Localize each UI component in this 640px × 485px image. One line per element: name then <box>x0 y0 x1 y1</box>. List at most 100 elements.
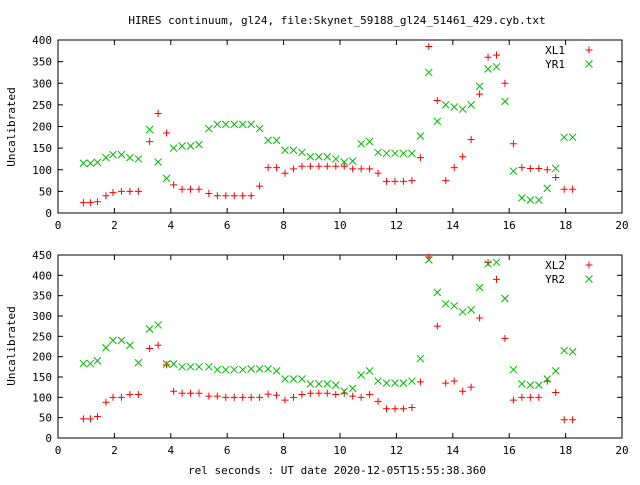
data-point-XL2 <box>416 378 424 386</box>
y-tick-label: 100 <box>32 391 52 404</box>
data-point-YR1 <box>568 133 577 142</box>
y-axis-label: Uncalibrated <box>5 306 18 385</box>
data-point-YR2 <box>501 294 509 303</box>
data-point-XL1 <box>315 162 323 170</box>
data-point-XL1 <box>230 192 238 200</box>
data-point-YR1 <box>518 194 526 202</box>
data-point-YR1 <box>281 146 289 155</box>
data-point-YR2 <box>306 380 315 388</box>
data-point-XL2 <box>357 393 365 401</box>
data-point-XL2 <box>154 341 162 349</box>
data-point-XL1 <box>450 164 458 172</box>
data-point-XL2 <box>256 393 264 401</box>
data-point-YR2 <box>433 288 442 297</box>
y-tick-label: 0 <box>45 432 52 445</box>
data-point-YR2 <box>314 380 323 388</box>
data-point-XL2 <box>86 415 94 423</box>
data-point-YR1 <box>289 146 298 155</box>
data-point-XL2 <box>315 389 323 397</box>
data-point-XL1 <box>476 90 484 98</box>
data-point-YR1 <box>314 152 323 161</box>
data-point-YR1 <box>433 117 442 126</box>
data-point-YR2 <box>357 371 366 379</box>
plot-frame <box>57 39 623 214</box>
data-point-XL2 <box>109 393 117 401</box>
data-point-XL2 <box>213 392 221 400</box>
data-point-XL1 <box>543 166 551 174</box>
data-point-YR1 <box>560 133 569 142</box>
data-point-YR2 <box>543 375 552 383</box>
data-point-XL1 <box>134 187 142 195</box>
data-point-YR1 <box>450 103 459 111</box>
data-point-XL2 <box>117 393 125 401</box>
y-tick-label: 450 <box>32 249 52 262</box>
data-point-YR2 <box>186 362 195 371</box>
data-point-XL1 <box>195 185 203 193</box>
series-XL2 <box>79 253 577 424</box>
data-point-YR2 <box>238 365 247 374</box>
data-point-XL1 <box>349 165 357 173</box>
data-point-YR2 <box>560 346 569 355</box>
y-tick-label: 100 <box>32 164 52 177</box>
data-point-YR1 <box>230 120 239 129</box>
data-point-YR2 <box>374 377 382 385</box>
data-point-XL1 <box>425 42 433 50</box>
data-point-YR1 <box>117 150 126 159</box>
data-point-YR2 <box>526 381 535 389</box>
data-point-YR2 <box>205 362 213 371</box>
y-tick-label: 250 <box>32 330 52 343</box>
data-point-YR1 <box>492 62 501 71</box>
data-point-XL2 <box>230 393 238 401</box>
data-point-YR1 <box>348 157 357 165</box>
data-point-XL1 <box>518 164 526 172</box>
data-point-YR1 <box>134 155 143 163</box>
x-tick-label: 12 <box>390 444 403 457</box>
data-point-YR1 <box>357 139 366 148</box>
data-point-YR2 <box>145 325 154 333</box>
data-point-XL2 <box>569 416 577 424</box>
data-point-XL1 <box>526 164 534 172</box>
data-point-YR1 <box>416 132 425 140</box>
x-tick-label: 4 <box>167 444 174 457</box>
series-YR1 <box>79 62 577 204</box>
data-point-XL2 <box>178 389 186 397</box>
y-tick-label: 400 <box>32 34 52 47</box>
data-point-XL2 <box>408 404 416 411</box>
y-tick-label: 350 <box>32 290 52 303</box>
data-point-YR1 <box>526 196 535 204</box>
data-point-XL1 <box>222 192 230 200</box>
x-tick-label: 0 <box>55 444 62 457</box>
data-point-YR1 <box>93 158 102 167</box>
data-point-XL2 <box>484 258 492 266</box>
data-point-YR2 <box>340 387 349 396</box>
data-point-XL1 <box>323 162 331 170</box>
x-tick-label: 0 <box>55 219 62 232</box>
data-point-YR2 <box>568 347 577 356</box>
data-point-XL1 <box>79 199 87 207</box>
data-point-YR2 <box>424 256 433 264</box>
series-XL1 <box>79 42 577 207</box>
data-point-XL2 <box>187 389 195 397</box>
data-point-XL1 <box>281 169 289 177</box>
data-point-YR2 <box>178 362 186 371</box>
legend-marker-XL2 <box>585 261 593 269</box>
data-point-XL1 <box>416 154 424 162</box>
data-point-XL1 <box>117 187 125 195</box>
data-point-YR2 <box>126 341 134 350</box>
x-axis-label: rel seconds : UT date 2020-12-05T15:55:3… <box>188 464 486 477</box>
data-point-YR1 <box>424 68 433 77</box>
data-point-YR2 <box>281 375 289 383</box>
data-point-YR2 <box>391 379 399 387</box>
data-point-YR2 <box>109 336 117 345</box>
data-point-YR2 <box>408 377 416 385</box>
chart-panels: 0 2 4 6 8 10 12 14 16 18 2005010015020025030035040… <box>5 34 629 457</box>
data-point-YR1 <box>374 148 382 157</box>
data-point-XL2 <box>493 275 501 283</box>
y-tick-label: 350 <box>32 56 52 69</box>
legend-marker-YR2 <box>585 275 593 283</box>
chart-title: HIRES continuum, gl24, file:Skynet_59188… <box>128 14 545 27</box>
data-point-XL1 <box>187 185 195 193</box>
data-point-YR1 <box>467 101 475 109</box>
data-point-YR1 <box>255 124 264 133</box>
data-point-XL2 <box>535 393 543 401</box>
